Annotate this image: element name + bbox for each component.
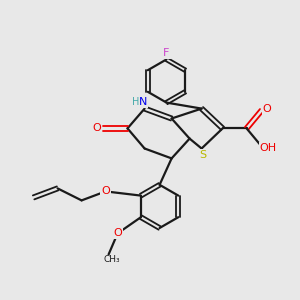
Text: O: O — [101, 186, 110, 197]
Text: S: S — [200, 150, 207, 160]
Text: O: O — [262, 104, 272, 114]
Text: CH₃: CH₃ — [103, 255, 120, 264]
Text: H: H — [132, 97, 139, 107]
Text: F: F — [163, 48, 170, 58]
Text: O: O — [93, 123, 102, 134]
Text: OH: OH — [260, 143, 277, 153]
Text: N: N — [139, 97, 147, 107]
Text: O: O — [114, 228, 123, 238]
